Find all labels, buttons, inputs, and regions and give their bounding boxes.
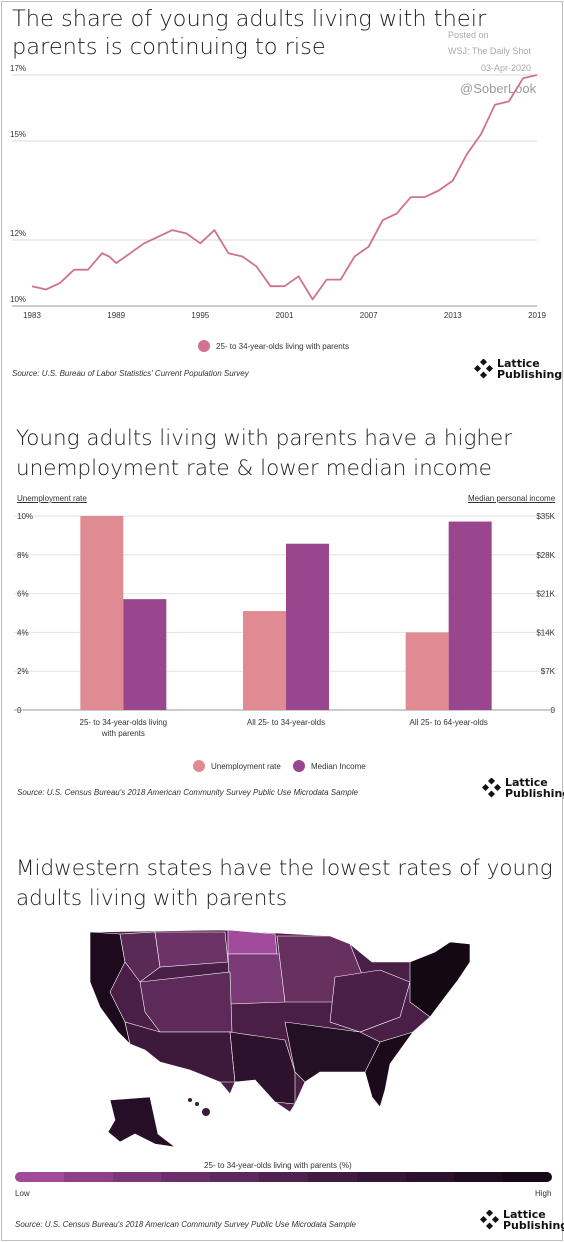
chart2-legend-income: Median Income — [293, 760, 366, 772]
chart2-right-axis-title: Median personal income — [468, 494, 556, 503]
chart1-line-chart: 10% 12% 15% 17% 1983 1989 1995 2001 2007 2013 2019 — [10, 64, 546, 320]
map-hawaii-1 — [188, 1098, 192, 1102]
chart3-scale-segment — [63, 1172, 113, 1182]
chart2-right-tick-label: $7K — [541, 667, 556, 676]
map-region-great-plains — [227, 953, 286, 1005]
lattice-diamond-icon — [482, 778, 502, 798]
chart1-x-tick-label: 2007 — [360, 311, 378, 320]
lattice-logo-3: Lattice Publishing — [480, 1209, 564, 1231]
chart3-scale-low: Low — [15, 1189, 30, 1198]
chart2-legend-unemployment-label: Unemployment rate — [211, 761, 281, 771]
chart3-scale-title: 25- to 34-year-olds living with parents … — [204, 1161, 352, 1170]
chart1-legend-swatch — [198, 340, 210, 352]
chart2-right-tick-label: $28K — [536, 551, 555, 560]
map-region-north-dakota — [227, 929, 278, 955]
chart2-left-tick-label: 8% — [17, 551, 29, 560]
chart3-title: Midwestern states have the lowest rates … — [16, 856, 553, 911]
chart3-scale-segment — [356, 1172, 406, 1182]
chart2-category-label: All 25- to 64-year-olds — [410, 718, 488, 727]
chart1-y-tick-label: 15% — [10, 130, 26, 139]
chart3-scale-segment — [307, 1172, 357, 1182]
lattice-logo-2: Lattice Publishing — [482, 777, 564, 799]
chart3-scale-segment — [259, 1172, 308, 1182]
logo-line2: Publishing — [497, 368, 563, 381]
chart2-legend-unemployment-swatch — [193, 760, 205, 772]
watermark-date: 03-Apr-2020 — [481, 63, 532, 73]
chart3-scale-segment — [405, 1172, 455, 1182]
chart2-bar-unemployment — [80, 516, 124, 710]
chart2-left-tick-label: 2% — [17, 667, 29, 676]
logo-line2: Publishing — [503, 1219, 564, 1232]
chart2-left-tick-label: 4% — [17, 628, 29, 637]
chart3-scale-segment — [503, 1172, 552, 1182]
chart1-source: Source: U.S. Bureau of Labor Statistics'… — [12, 369, 249, 378]
chart1-x-tick-label: 2013 — [444, 311, 462, 320]
watermark-handle: @SoberLook — [460, 81, 537, 96]
map-hawaii-2 — [195, 1102, 199, 1106]
lattice-diamond-icon — [474, 359, 494, 379]
chart2-legend-income-label: Median Income — [311, 761, 366, 771]
map-region-northeast — [409, 941, 471, 1018]
chart2-right-tick-label: $35K — [536, 512, 555, 521]
lattice-logo-1: Lattice Publishing — [474, 358, 562, 380]
chart2-category-label: All 25- to 34-year-olds — [247, 718, 325, 727]
chart2-bar-unemployment — [243, 611, 286, 710]
chart3-scale-segment — [161, 1172, 211, 1182]
chart2-left-tick-label: 6% — [17, 590, 29, 599]
chart1-series-line — [31, 74, 538, 301]
map-region-northwest — [119, 931, 161, 983]
chart1-legend: 25- to 34-year-olds living with parents — [198, 340, 349, 352]
chart1-y-tick-label: 10% — [10, 295, 26, 304]
map-region-southeast — [364, 1031, 414, 1108]
chart2-bar-income — [286, 543, 329, 710]
chart2-bar-income — [448, 521, 492, 710]
chart2-bar-income — [123, 599, 167, 710]
map-region-texas — [229, 1031, 296, 1105]
chart3-scale-segment — [15, 1172, 64, 1182]
chart2-legend-income-swatch — [293, 760, 305, 772]
chart2-legend-unemployment: Unemployment rate — [193, 760, 281, 772]
map-region-southwest — [124, 1021, 236, 1083]
chart2-title: Young adults living with parents have a … — [16, 426, 513, 481]
map-region-mountain — [139, 971, 233, 1033]
logo-line2: Publishing — [505, 787, 564, 800]
map-hawaii-3 — [202, 1108, 210, 1116]
chart1-x-tick-label: 2001 — [276, 311, 294, 320]
chart1-x-tick-label: 1995 — [191, 311, 209, 320]
chart3-scale-segment — [454, 1172, 504, 1182]
chart2-left-axis-title: Unemployment rate — [17, 494, 87, 503]
chart2-category-label: 25- to 34-year-olds living — [80, 718, 168, 727]
chart1-x-tick-label: 1989 — [107, 311, 125, 320]
chart3-source: Source: U.S. Census Bureau's 2018 Americ… — [15, 1220, 356, 1229]
chart2-right-tick-label: $14K — [536, 628, 555, 637]
chart1-x-tick-label: 2019 — [528, 311, 546, 320]
chart2-right-tick-label: $21K — [536, 590, 555, 599]
us-choropleth-map — [89, 929, 471, 1148]
map-alaska — [107, 1096, 176, 1148]
map-region-montana — [154, 931, 229, 968]
map-region-south — [284, 1021, 381, 1083]
chart1-legend-label: 25- to 34-year-olds living with parents — [216, 341, 349, 351]
chart1-title: The share of young adults living with th… — [12, 6, 487, 60]
chart1-y-tick-label: 17% — [10, 64, 26, 73]
watermark-source: WSJ: The Daily Shot — [448, 46, 531, 56]
chart3-scale-high: High — [535, 1189, 552, 1198]
chart3-scale-segment — [210, 1172, 260, 1182]
chart3-color-scale — [15, 1172, 552, 1182]
watermark-posted-on: Posted on — [448, 30, 489, 40]
chart3-scale-segment — [112, 1172, 162, 1182]
chart2-bar-unemployment — [405, 632, 449, 710]
lattice-diamond-icon — [480, 1210, 500, 1230]
logo-line1: Lattice — [505, 776, 548, 789]
chart2-category-label: with parents — [101, 729, 145, 738]
logo-line1: Lattice — [497, 357, 540, 370]
chart2-source: Source: U.S. Census Bureau's 2018 Americ… — [17, 788, 358, 797]
map-region-midwest-east — [329, 969, 411, 1033]
chart1-y-tick-label: 12% — [10, 229, 26, 238]
chart1-x-tick-label: 1983 — [23, 311, 41, 320]
logo-line1: Lattice — [503, 1208, 546, 1221]
chart2-left-tick-label: 10% — [17, 512, 33, 521]
